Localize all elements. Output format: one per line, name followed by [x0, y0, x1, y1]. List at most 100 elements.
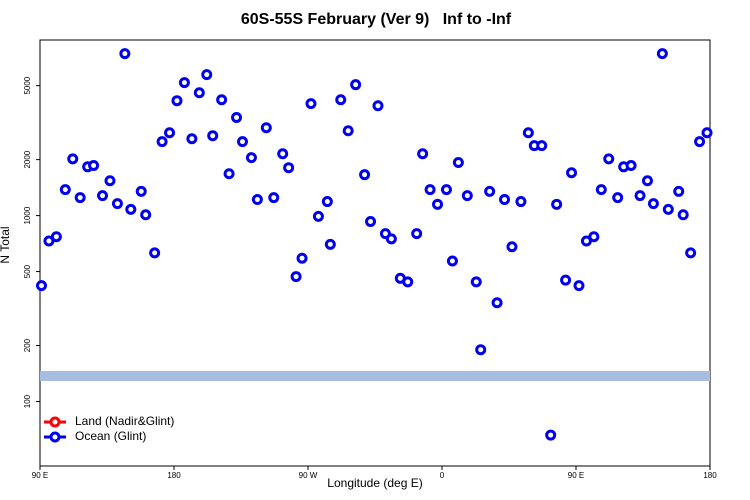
point	[701, 127, 713, 139]
point	[193, 87, 205, 99]
point	[59, 184, 71, 196]
point	[411, 228, 423, 240]
point	[656, 48, 668, 60]
point	[350, 79, 362, 91]
point	[551, 198, 563, 210]
point	[43, 235, 55, 247]
point	[452, 157, 464, 169]
point	[324, 238, 336, 250]
x-tick-label: 0	[440, 471, 445, 480]
point	[290, 271, 302, 283]
point	[119, 48, 131, 60]
point	[432, 198, 444, 210]
x-tick-label: 90 E	[32, 471, 48, 480]
point	[499, 194, 511, 206]
point	[50, 231, 62, 243]
x-tick-label: 90 E	[568, 471, 584, 480]
point	[236, 136, 248, 148]
point	[296, 252, 308, 264]
legend-label: Ocean (Glint)	[75, 429, 146, 443]
x-tick-label: 180	[703, 471, 717, 480]
legend-marker	[49, 431, 61, 443]
point	[164, 127, 176, 139]
point	[283, 162, 295, 174]
point	[536, 140, 548, 152]
point	[402, 276, 414, 288]
point	[424, 184, 436, 196]
point	[573, 280, 585, 292]
y-axis-label: N Total	[0, 226, 12, 263]
point	[522, 127, 534, 139]
point	[178, 77, 190, 89]
point	[677, 209, 689, 221]
point	[135, 185, 147, 197]
point	[216, 94, 228, 106]
point	[305, 98, 317, 110]
y-tick-label: 1000	[23, 206, 32, 224]
plot-frame	[39, 39, 711, 467]
point	[245, 152, 257, 164]
point	[491, 297, 503, 309]
point	[484, 185, 496, 197]
point	[104, 175, 116, 187]
point	[88, 159, 100, 171]
point	[125, 203, 137, 215]
point	[545, 429, 557, 441]
point	[201, 69, 213, 81]
point	[97, 190, 109, 202]
point	[231, 112, 243, 124]
point	[156, 136, 168, 148]
point	[515, 196, 527, 208]
point	[580, 235, 592, 247]
point	[641, 175, 653, 187]
point	[685, 247, 697, 259]
point	[365, 215, 377, 227]
point	[186, 133, 198, 145]
point	[560, 274, 572, 286]
point	[312, 210, 324, 222]
point	[461, 190, 473, 202]
point	[223, 168, 235, 180]
point	[111, 198, 123, 210]
point	[268, 192, 280, 204]
point	[67, 153, 79, 165]
legend-marker	[49, 416, 61, 428]
point	[506, 241, 518, 253]
point	[566, 167, 578, 179]
point	[694, 136, 706, 148]
point	[417, 148, 429, 160]
point	[321, 196, 333, 208]
y-tick-label: 5000	[23, 76, 32, 94]
point	[207, 130, 219, 142]
point	[612, 192, 624, 204]
x-tick-label: 180	[167, 471, 181, 480]
point	[335, 94, 347, 106]
point	[475, 344, 487, 356]
point	[140, 209, 152, 221]
point	[149, 247, 161, 259]
point	[588, 231, 600, 243]
point	[470, 276, 482, 288]
legend-label: Land (Nadir&Glint)	[75, 414, 174, 428]
y-tick-label: 100	[23, 394, 32, 408]
point	[673, 185, 685, 197]
point	[342, 125, 354, 137]
y-tick-label: 200	[23, 338, 32, 352]
point	[446, 255, 458, 267]
point	[35, 280, 47, 292]
point	[603, 153, 615, 165]
y-tick-label: 2000	[23, 150, 32, 168]
point	[625, 159, 637, 171]
point	[359, 169, 371, 181]
point	[385, 233, 397, 245]
point	[74, 192, 86, 204]
chart-title: 60S-55S February (Ver 9) Inf to -Inf	[241, 11, 512, 28]
point	[634, 190, 646, 202]
x-axis-label: Longitude (deg E)	[327, 476, 422, 490]
point	[662, 203, 674, 215]
point	[260, 122, 272, 134]
x-tick-label: 90 W	[299, 471, 318, 480]
band	[40, 371, 710, 381]
point	[171, 95, 183, 107]
